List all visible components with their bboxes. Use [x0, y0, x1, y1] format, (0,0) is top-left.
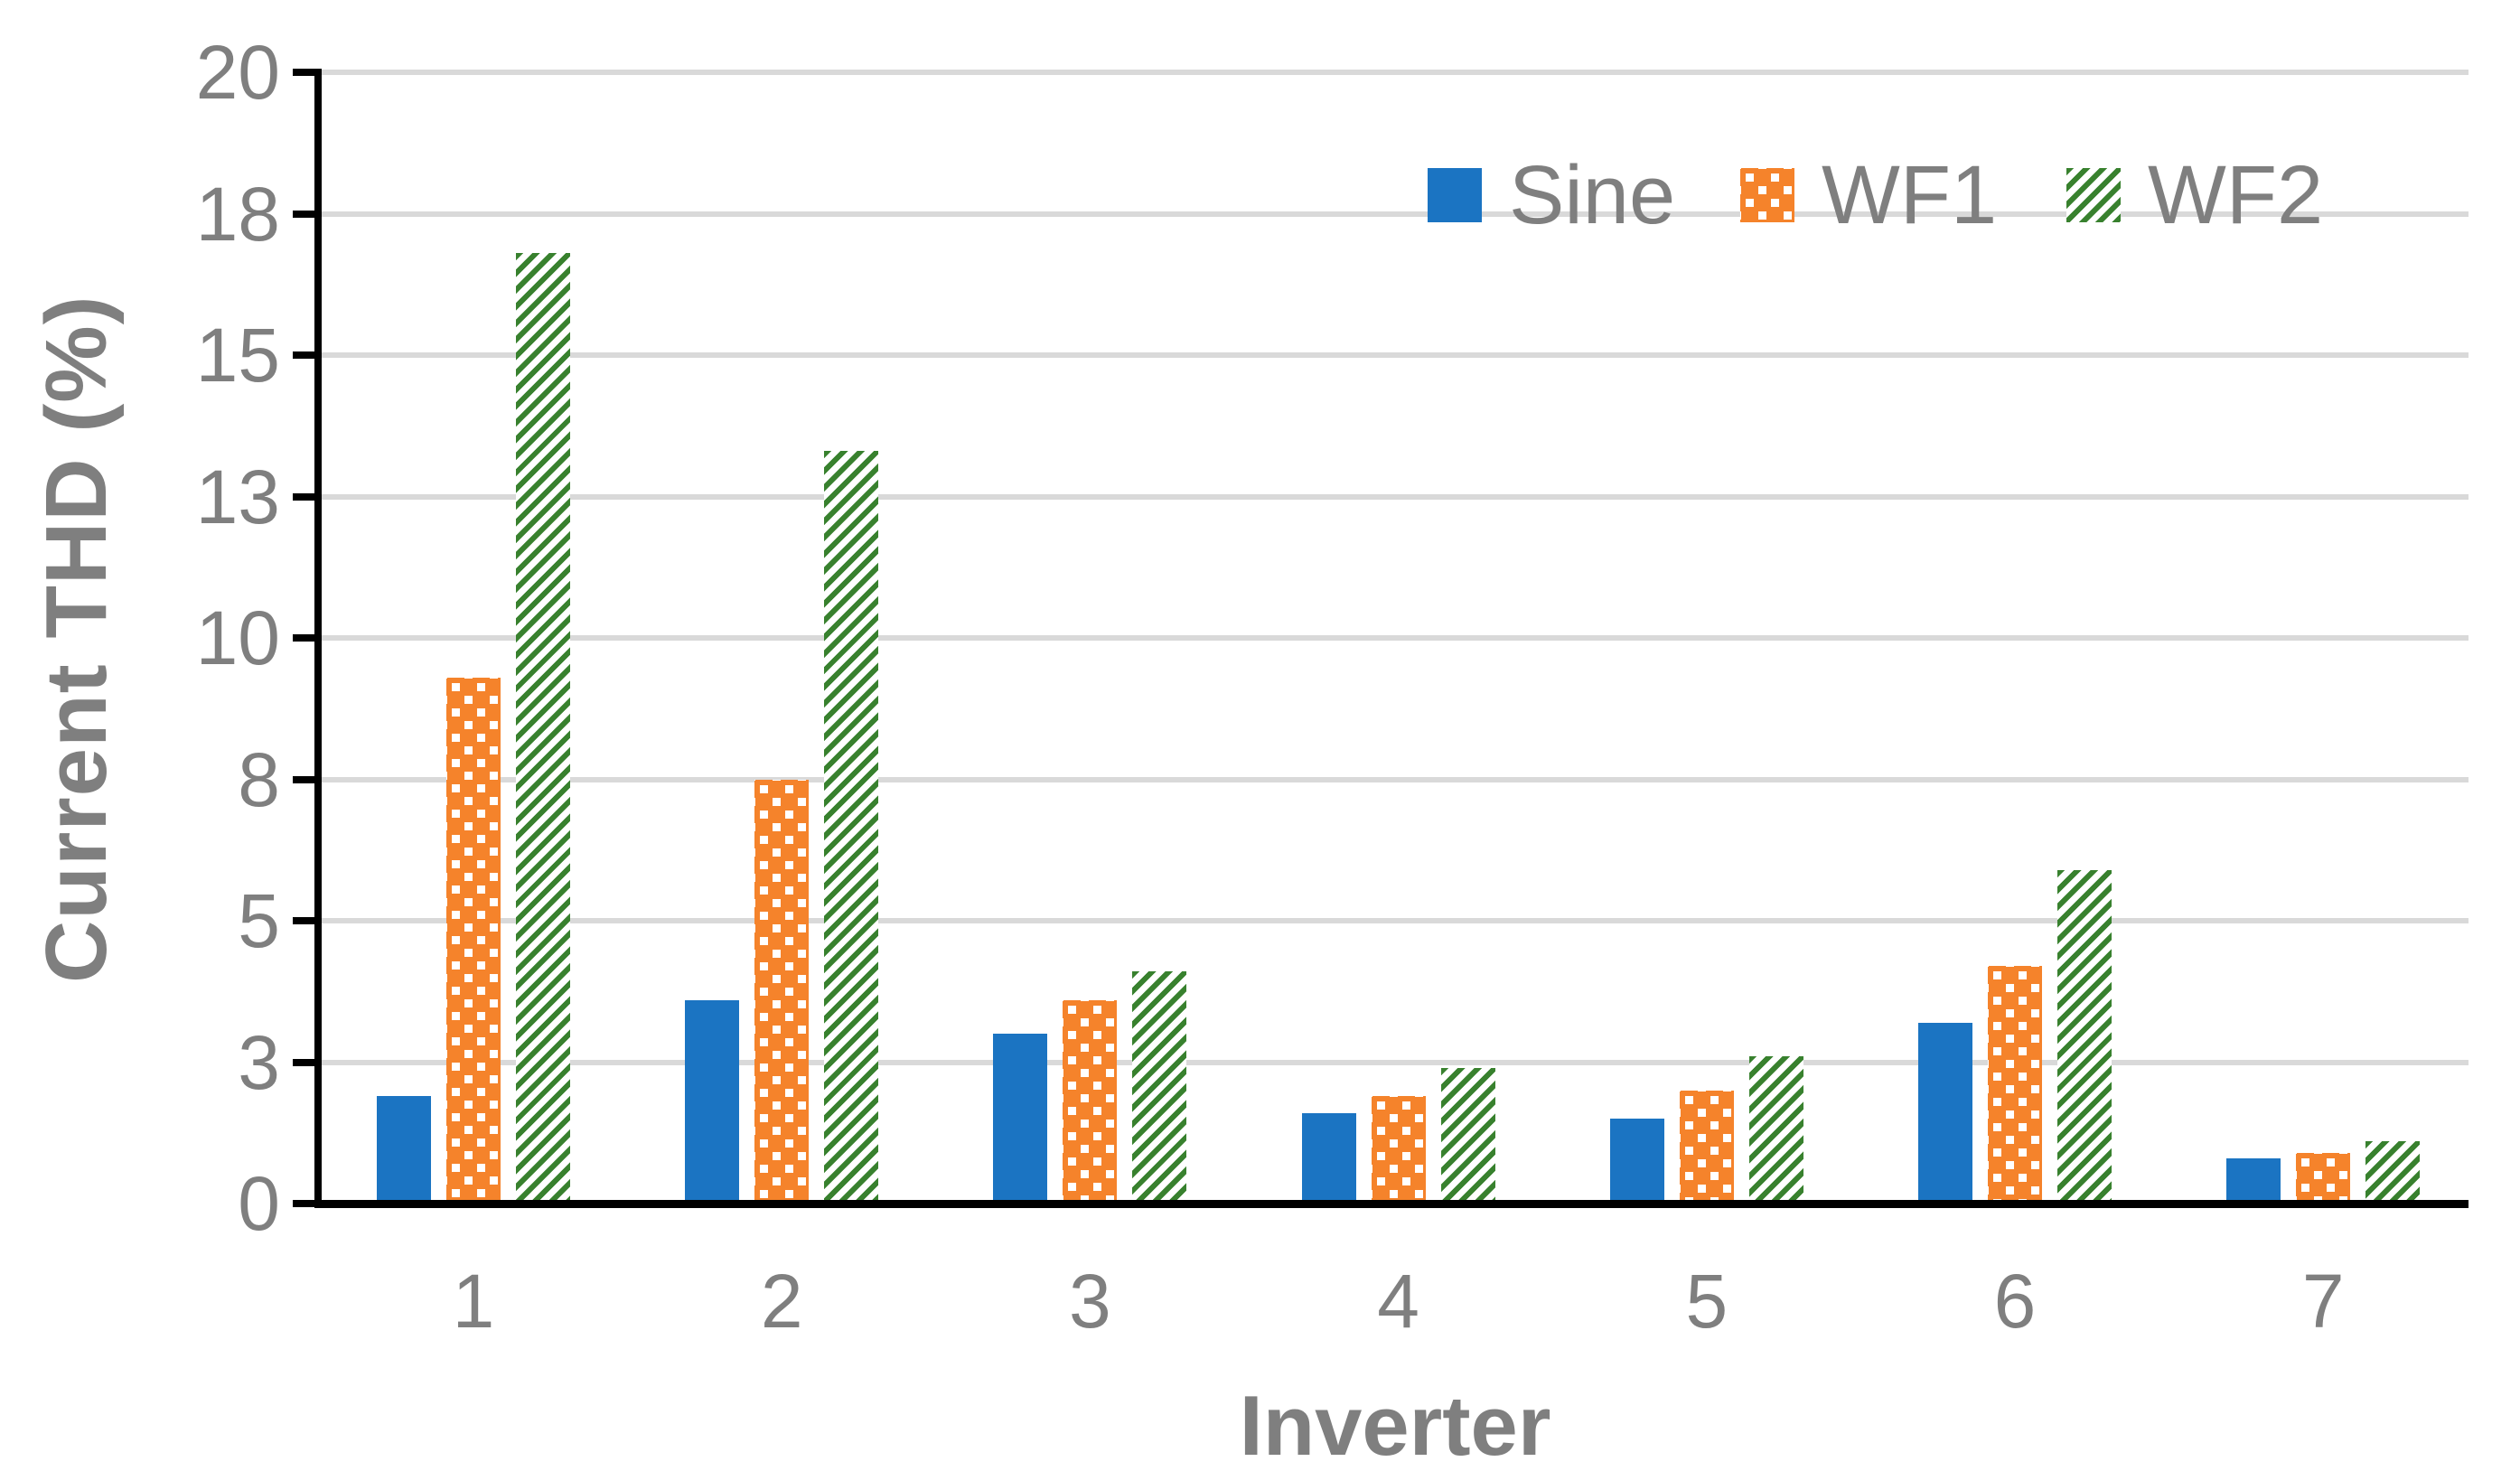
- gridline-10: [322, 635, 2468, 641]
- y-axis-tick-20: [293, 69, 322, 76]
- gridline-8: [322, 776, 2468, 782]
- legend-item-sine: Sine: [1428, 152, 1675, 239]
- y-tick-label-13: 13: [195, 454, 280, 539]
- bar-wf1-inverter-3: [1063, 999, 1118, 1204]
- bar-wf2-inverter-1: [516, 253, 570, 1204]
- bar-wf2-inverter-4: [1440, 1067, 1495, 1204]
- gridline-13: [322, 493, 2468, 500]
- y-axis-tick-10: [293, 634, 322, 642]
- y-tick-label-0: 0: [238, 1161, 280, 1246]
- y-tick-label-20: 20: [195, 30, 280, 115]
- bar-sine-inverter-4: [1301, 1112, 1356, 1204]
- bar-wf1-inverter-5: [1679, 1090, 1734, 1204]
- bar-wf2-inverter-5: [1748, 1056, 1803, 1204]
- x-tick-label-2: 2: [760, 1259, 803, 1344]
- y-axis-tick-13: [293, 492, 322, 501]
- y-tick-label-8: 8: [238, 736, 280, 822]
- gridline-3: [322, 1059, 2468, 1065]
- legend-swatch-sine-icon: [1428, 168, 1482, 222]
- x-axis-title: Inverter: [1239, 1378, 1551, 1471]
- bar-wf1-inverter-2: [754, 779, 810, 1204]
- y-tick-label-15: 15: [195, 313, 280, 398]
- legend-label-wf2: WF2: [2148, 149, 2324, 241]
- bar-wf1-inverter-6: [1988, 966, 2042, 1204]
- bar-wf2-inverter-2: [824, 451, 879, 1204]
- legend-swatch-wf2-icon: [2066, 168, 2121, 222]
- y-tick-label-10: 10: [195, 595, 280, 680]
- x-tick-label-5: 5: [1685, 1259, 1728, 1344]
- gridline-5: [322, 918, 2468, 923]
- bar-sine-inverter-7: [2226, 1157, 2281, 1204]
- bar-sine-inverter-1: [377, 1096, 431, 1204]
- y-axis-tick-18: [293, 210, 322, 218]
- bar-sine-inverter-2: [685, 999, 740, 1204]
- bar-wf1-inverter-7: [2296, 1152, 2351, 1204]
- y-axis-tick-3: [293, 1058, 322, 1066]
- y-tick-label-18: 18: [195, 171, 280, 257]
- bar-wf2-inverter-3: [1132, 971, 1187, 1204]
- x-tick-label-1: 1: [452, 1259, 495, 1344]
- legend-swatch-wf1-icon: [1740, 168, 1794, 222]
- bar-wf2-inverter-7: [2365, 1141, 2421, 1204]
- bar-sine-inverter-6: [1918, 1022, 1972, 1204]
- y-axis-tick-5: [293, 917, 322, 924]
- x-tick-label-4: 4: [1377, 1259, 1419, 1344]
- bar-wf1-inverter-1: [446, 677, 501, 1204]
- bar-sine-inverter-3: [993, 1034, 1048, 1204]
- gridline-15: [322, 352, 2468, 358]
- bar-sine-inverter-5: [1609, 1119, 1664, 1204]
- legend-label-wf1: WF1: [1822, 149, 1998, 241]
- x-axis-line: [314, 1200, 2468, 1208]
- legend-item-wf1: WF1: [1740, 152, 1997, 239]
- gridline-18: [322, 211, 2468, 217]
- y-axis-tick-0: [293, 1200, 322, 1207]
- y-axis-tick-8: [293, 775, 322, 783]
- x-tick-label-6: 6: [1993, 1259, 2037, 1344]
- gridline-20: [322, 70, 2468, 75]
- legend-label-sine: Sine: [1509, 149, 1676, 241]
- legend-item-wf2: WF2: [2066, 152, 2323, 239]
- y-axis-line: [314, 69, 322, 1208]
- y-tick-label-3: 3: [238, 1019, 280, 1105]
- bar-wf1-inverter-4: [1371, 1096, 1426, 1204]
- x-tick-label-3: 3: [1069, 1259, 1111, 1344]
- bar-wf2-inverter-6: [2057, 869, 2112, 1204]
- y-axis-tick-15: [293, 351, 322, 359]
- y-tick-label-5: 5: [238, 878, 280, 963]
- x-tick-label-7: 7: [2301, 1259, 2345, 1344]
